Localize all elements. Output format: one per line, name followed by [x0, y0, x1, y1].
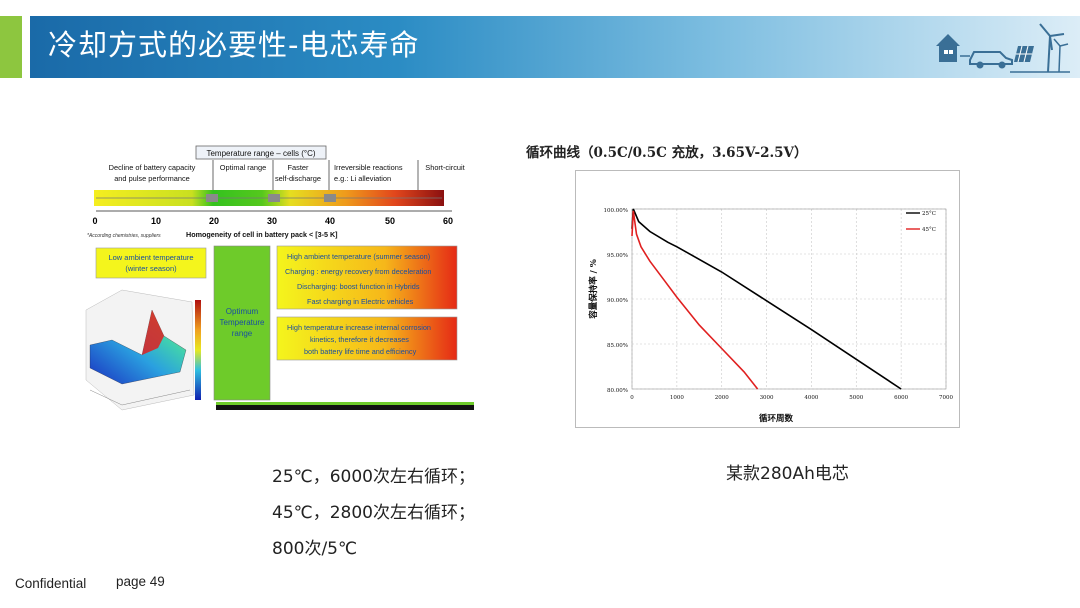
high-box2-line3: both battery life time and efficiency — [304, 347, 417, 356]
footnote: *According chemistries, suppliers — [87, 233, 161, 239]
footer-confidential: Confidential — [15, 576, 87, 591]
high-box1-line1: High ambient temperature (summer season) — [287, 252, 430, 261]
high-temp-box-1 — [276, 245, 458, 310]
notes-block: 25℃，6000次左右循环； 45℃，2800次左右循环； 800次/5℃ — [272, 459, 475, 567]
high-box1-line3: Discharging: boost function in Hybrids — [297, 282, 420, 291]
car-icon — [969, 51, 1013, 69]
accent-bar — [0, 16, 22, 78]
low-temp-line2: (winter season) — [125, 264, 177, 273]
cycle-curve-caption: 循环曲线（0.5C/0.5C 充放，3.65V-2.5V） — [526, 145, 808, 161]
x-axis-label: 循环周数 — [759, 413, 794, 424]
homogeneity-label: Homogeneity of cell in battery pack < [3… — [186, 230, 338, 239]
axis-tick-0: 0 — [92, 216, 97, 226]
x-tick-label: 5000 — [849, 395, 863, 401]
col1-line2: and pulse performance — [114, 174, 190, 183]
x-tick-label: 3000 — [760, 395, 774, 401]
x-tick-label: 6000 — [894, 395, 908, 401]
cell-model-label: 某款280Ah电芯 — [726, 464, 849, 484]
col4-line1: Irreversible reactions — [334, 163, 403, 172]
temperature-range-figure: Temperature range – cells (°C) Decline o… — [85, 145, 474, 411]
x-tick-label: 4000 — [804, 395, 818, 401]
high-box1-line2: Charging : energy recovery from decelera… — [285, 267, 431, 276]
col3-line1: Faster — [288, 163, 309, 172]
high-temp-box-2 — [276, 316, 458, 361]
high-box2-line2: kinetics, therefore it decreases — [310, 335, 409, 344]
bottom-bar-green — [216, 402, 474, 405]
y-tick-label: 95.00% — [607, 253, 628, 259]
solar-panel-icon — [1014, 45, 1034, 63]
y-tick-label: 80.00% — [607, 388, 628, 394]
wind-turbine-icon — [1039, 23, 1069, 73]
optimum-line3: range — [232, 329, 253, 338]
high-box2-line1: High temperature increase internal corro… — [287, 323, 431, 332]
low-temp-line1: Low ambient temperature — [108, 253, 193, 262]
low-temp-box — [95, 247, 207, 279]
temp-range-header-box — [195, 145, 327, 160]
y-tick-label: 85.00% — [607, 343, 628, 349]
axis-tick-30: 30 — [267, 216, 277, 226]
col5-label: Short-circuit — [425, 163, 464, 172]
note-45c: 45℃，2800次左右循环； — [272, 503, 475, 523]
col4-line2: e.g.: Li alleviation — [334, 174, 391, 183]
legend-label: 45°C — [922, 227, 936, 233]
house-car-wind-logo — [936, 23, 1070, 73]
col2-label: Optimal range — [220, 163, 266, 172]
note-800-per-5c: 800次/5℃ — [272, 539, 358, 559]
cycle-chart-frame: 80.00% 85.00% 90.00% 95.00% 100.00% 0 1000 2000… — [575, 170, 960, 428]
cycle-life-chart: 80.00% 85.00% 90.00% 95.00% 100.00% 0 1000 2000… — [588, 208, 953, 424]
axis-tick-50: 50 — [385, 216, 395, 226]
slide-title: 冷却方式的必要性-电芯寿命 — [48, 28, 420, 62]
optimum-line2: Temperature — [220, 318, 265, 327]
plot-area — [631, 208, 947, 390]
high-box1-line4: Fast charging in Electric vehicles — [307, 297, 414, 306]
x-tick-label: 2000 — [715, 395, 729, 401]
surface-colorbar — [195, 300, 201, 400]
y-axis-label: 容量保持率 / % — [588, 259, 599, 320]
col1-line1: Decline of battery capacity — [109, 163, 196, 172]
col3-line2: self-discharge — [275, 174, 321, 183]
legend-label: 25°C — [922, 211, 936, 217]
footer-page-number: page 49 — [116, 574, 165, 589]
x-tick-label: 7000 — [939, 395, 953, 401]
optimum-range-box — [213, 245, 271, 401]
title-banner — [30, 16, 1080, 78]
axis-tick-20: 20 — [209, 216, 219, 226]
axis-tick-60: 60 — [443, 216, 453, 226]
y-tick-label: 100.00% — [604, 208, 628, 214]
axis-tick-40: 40 — [325, 216, 335, 226]
y-tick-label: 90.00% — [607, 298, 628, 304]
series-line-1 — [631, 210, 759, 390]
x-tick-label: 1000 — [670, 395, 684, 401]
axis-tick-10: 10 — [151, 216, 161, 226]
note-25c: 25℃，6000次左右循环； — [272, 467, 475, 487]
3d-surface-plot — [85, 289, 201, 411]
temp-range-header: Temperature range – cells (°C) — [206, 149, 315, 158]
bottom-bar-dark — [216, 405, 474, 410]
optimum-line1: Optimum — [226, 307, 259, 316]
house-icon — [936, 34, 960, 62]
series-line-0 — [631, 208, 902, 390]
x-tick-label: 0 — [630, 395, 634, 401]
